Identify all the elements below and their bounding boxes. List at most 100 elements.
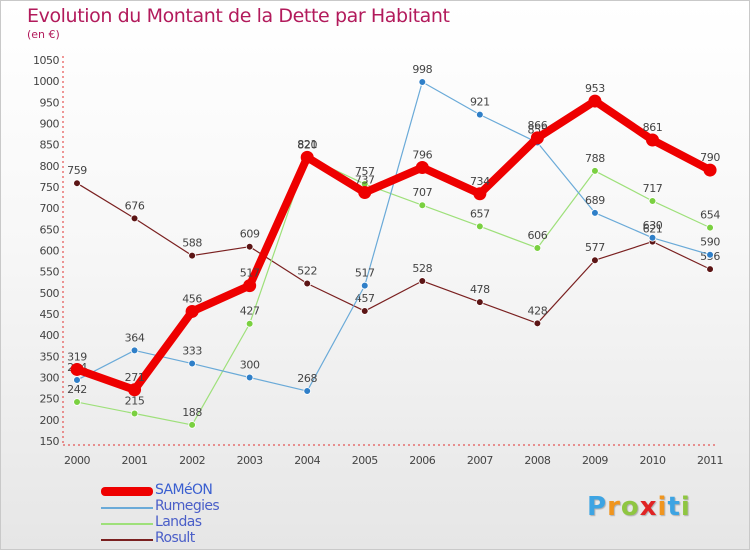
legend-label: Rumegies [155, 498, 220, 514]
data-point [73, 179, 81, 187]
y-tick-label: 250 [40, 393, 60, 406]
data-label: 998 [412, 63, 432, 76]
data-point [646, 133, 659, 147]
data-point [476, 298, 484, 306]
x-tick-label: 2003 [237, 454, 263, 467]
data-point [473, 187, 487, 201]
data-label: 456 [182, 292, 202, 305]
data-point [533, 244, 542, 252]
chart-subtitle: (en €) [27, 28, 60, 41]
data-label: 427 [240, 305, 260, 318]
logo-letter: x [639, 492, 658, 522]
y-tick-label: 700 [40, 202, 60, 215]
y-tick-label: 1050 [33, 54, 59, 67]
data-label: 517 [355, 267, 375, 280]
data-label: 737 [355, 174, 375, 187]
data-point [588, 94, 602, 108]
data-point [245, 242, 254, 251]
legend-swatch [101, 523, 153, 525]
x-tick-label: 2001 [122, 454, 148, 467]
data-point [245, 373, 254, 382]
data-point [706, 223, 714, 232]
data-label: 820 [297, 138, 317, 151]
legend-swatch [101, 487, 153, 496]
data-label: 621 [643, 223, 663, 236]
data-label: 866 [528, 119, 548, 132]
data-point [418, 201, 427, 210]
y-tick-label: 300 [40, 372, 60, 385]
data-point [706, 265, 714, 273]
series-line [76, 182, 711, 324]
data-point [591, 209, 599, 217]
logo-letter: r [607, 492, 621, 522]
logo-letter: o [620, 492, 640, 522]
proxiti-logo: Proxiti [587, 492, 691, 522]
data-label: 588 [182, 237, 202, 250]
logo-letter: t [667, 492, 681, 522]
x-tick-label: 2009 [582, 454, 608, 467]
data-label: 757 [355, 165, 375, 178]
data-label: 590 [700, 236, 720, 249]
y-tick-label: 900 [40, 118, 60, 131]
data-label: 271 [125, 371, 145, 384]
x-tick-label: 2008 [524, 454, 550, 467]
x-tick-label: 2000 [64, 454, 90, 467]
data-point [303, 279, 312, 288]
data-label: 606 [528, 229, 548, 242]
y-tick-label: 850 [40, 139, 60, 152]
data-point [303, 387, 312, 395]
x-tick-label: 2002 [179, 454, 205, 467]
y-tick-label: 150 [40, 435, 60, 448]
y-tick-label: 1000 [33, 75, 59, 88]
data-point [360, 307, 369, 315]
legend-label: Rosult [155, 530, 195, 546]
data-label: 630 [643, 219, 663, 232]
data-label: 861 [643, 121, 663, 134]
data-point [73, 376, 81, 384]
data-point [188, 359, 196, 368]
data-point [70, 362, 84, 376]
data-label: 657 [470, 207, 490, 220]
data-point [130, 214, 139, 223]
data-point [188, 421, 196, 429]
data-point [648, 197, 657, 205]
data-point [130, 409, 139, 418]
data-point [358, 186, 372, 200]
data-point [243, 279, 257, 293]
data-label: 790 [700, 151, 720, 164]
data-point [130, 346, 139, 355]
data-point [706, 250, 714, 259]
data-label: 734 [470, 175, 490, 188]
data-label: 522 [297, 265, 317, 278]
data-label: 300 [240, 359, 260, 372]
data-label: 676 [125, 199, 145, 212]
data-point [591, 167, 599, 175]
series-line [76, 156, 711, 426]
data-point [73, 398, 81, 406]
data-label: 268 [297, 372, 317, 385]
x-tick-label: 2007 [467, 454, 493, 467]
data-label: 821 [297, 138, 317, 151]
y-tick-label: 350 [40, 350, 60, 363]
data-label: 188 [182, 406, 202, 419]
legend-label: Landas [155, 514, 202, 530]
data-point [418, 277, 427, 285]
data-label: 528 [412, 262, 432, 275]
logo-letter: i [680, 492, 691, 522]
legend-swatch [101, 507, 153, 509]
data-label: 478 [470, 283, 490, 296]
x-tick-label: 2011 [697, 454, 723, 467]
data-label: 921 [470, 96, 490, 109]
series-rosult: 759676588609522457528478428577621556 [67, 164, 721, 328]
y-tick-label: 550 [40, 266, 60, 279]
data-point [245, 319, 254, 328]
data-label: 577 [585, 241, 605, 254]
data-point [476, 110, 484, 119]
y-tick-label: 750 [40, 181, 60, 194]
data-label: 242 [67, 383, 87, 396]
data-label: 796 [412, 149, 432, 162]
x-tick-label: 2005 [352, 454, 378, 467]
data-label: 333 [182, 345, 202, 358]
